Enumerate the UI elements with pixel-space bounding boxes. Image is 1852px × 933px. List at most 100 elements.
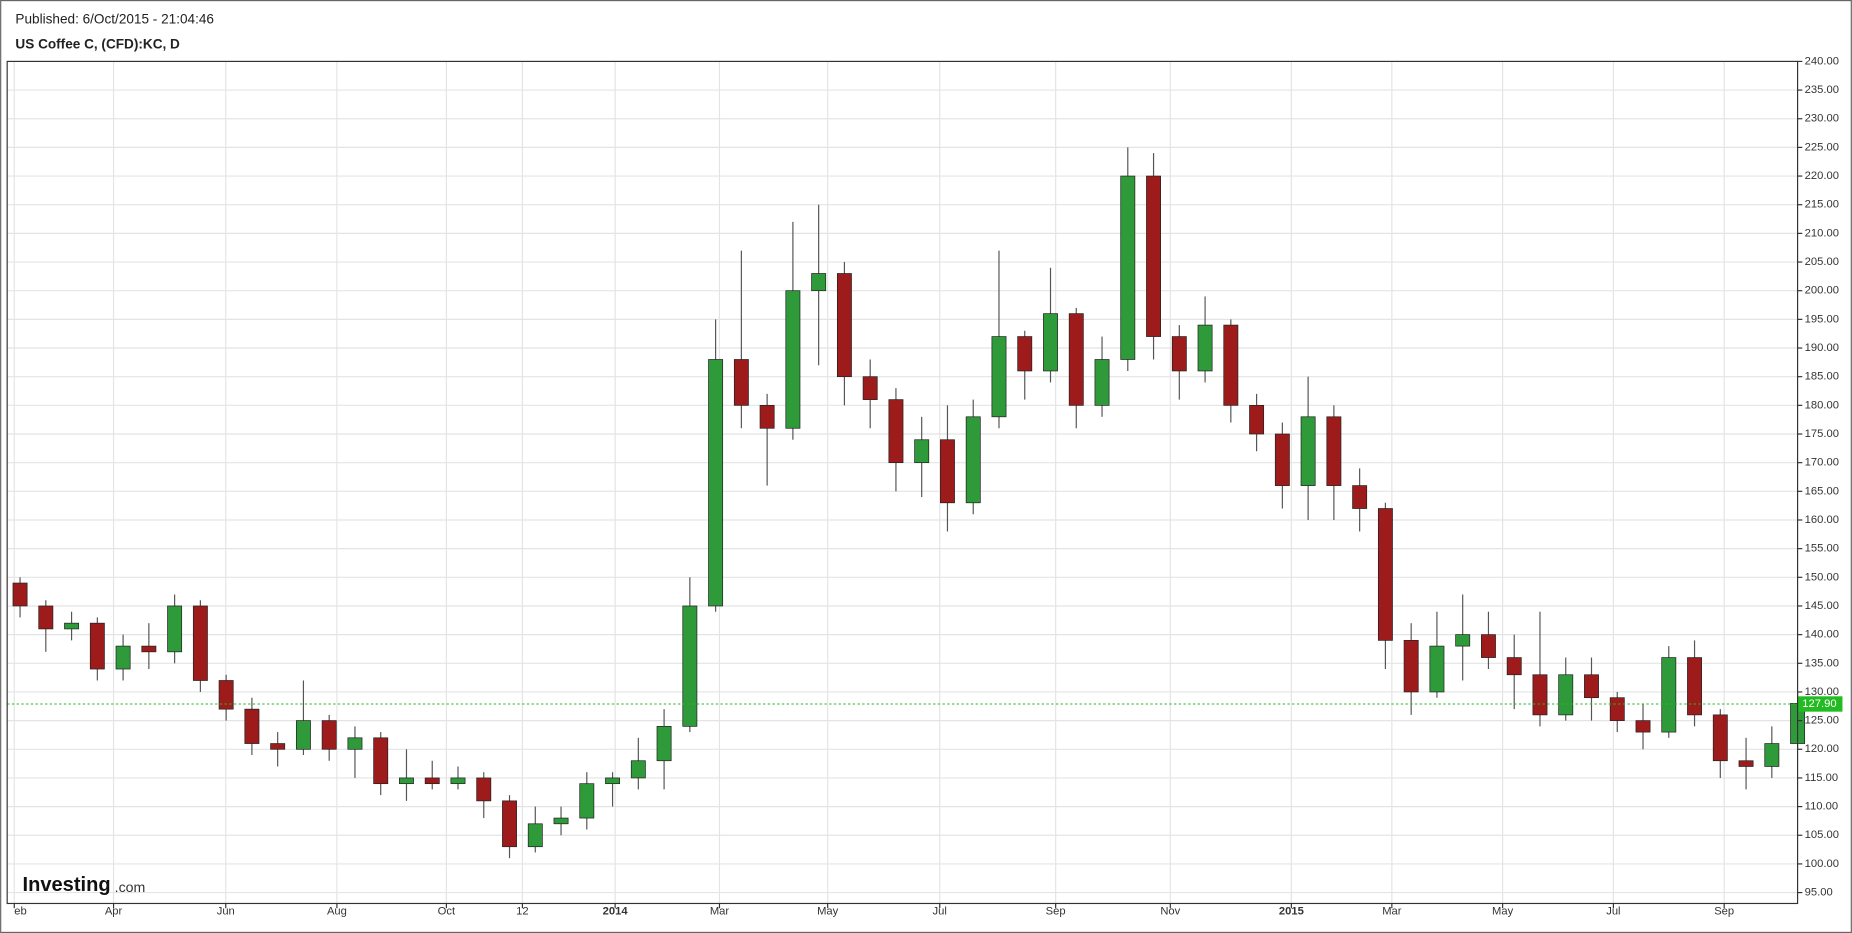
y-tick-label: 180.00	[1805, 399, 1839, 411]
candle-body	[914, 439, 930, 464]
candle-body	[270, 743, 286, 750]
candle-body	[811, 273, 827, 292]
y-tick-label: 205.00	[1805, 256, 1839, 268]
candle-body	[1558, 674, 1574, 716]
y-tick-label: 115.00	[1805, 772, 1838, 784]
candle-body	[1197, 324, 1213, 372]
candle-body	[733, 359, 749, 406]
candle-body	[1712, 714, 1728, 762]
candle-body	[64, 622, 80, 630]
candle-body	[579, 783, 595, 819]
y-tick-label: 190.00	[1805, 342, 1839, 354]
x-tick-label: Mar	[710, 906, 730, 918]
candle-body	[785, 290, 801, 429]
candle-body	[1481, 634, 1496, 658]
candle-body	[1326, 416, 1342, 486]
y-tick-label: 100.00	[1805, 858, 1839, 870]
candle-body	[424, 777, 440, 785]
x-tick-label: Jun	[217, 906, 235, 918]
y-tick-label: 230.00	[1805, 113, 1839, 125]
y-tick-label: 135.00	[1805, 657, 1839, 669]
candle-body	[244, 708, 260, 744]
candle-body	[399, 777, 414, 785]
y-tick-label: 210.00	[1805, 227, 1839, 239]
candle-body	[1146, 175, 1161, 337]
candle-body	[1094, 359, 1110, 406]
candle-body	[192, 605, 208, 681]
y-tick-label: 215.00	[1805, 199, 1839, 211]
candle-body	[553, 817, 569, 825]
x-tick-label: Apr	[105, 906, 123, 918]
candle-body	[295, 720, 311, 750]
y-tick-label: 130.00	[1805, 686, 1839, 698]
candle-body	[605, 777, 621, 785]
candle-body	[12, 582, 28, 607]
y-tick-label: 170.00	[1805, 457, 1839, 469]
x-tick-label: eb	[14, 906, 26, 918]
y-tick-label: 95.00	[1805, 887, 1833, 899]
last-price-box	[1797, 696, 1843, 712]
x-tick-label: Nov	[1160, 906, 1180, 918]
candle-body	[1249, 404, 1265, 435]
candle-body	[450, 777, 466, 785]
candle-body	[1661, 657, 1677, 733]
candle-body	[1352, 485, 1368, 509]
y-tick-label: 235.00	[1805, 84, 1839, 96]
candle-body	[656, 725, 672, 762]
candle-body	[1068, 313, 1084, 406]
x-tick-label: Oct	[438, 906, 456, 918]
candle-body	[1738, 760, 1754, 767]
logo-suffix: .com	[115, 880, 146, 896]
candle-body	[115, 645, 131, 670]
candle-body	[759, 404, 775, 429]
candle-body	[708, 359, 724, 607]
candle-body	[1274, 433, 1290, 486]
candle-body	[1403, 640, 1419, 693]
candle-body	[502, 800, 517, 848]
candle-body	[1171, 336, 1187, 372]
x-tick-label: 2014	[603, 906, 629, 918]
y-tick-label: 125.00	[1805, 715, 1839, 727]
candle-body	[1609, 697, 1625, 721]
candle-body	[630, 760, 646, 779]
candle-body	[991, 336, 1007, 418]
candle-body	[527, 823, 543, 848]
y-tick-label: 155.00	[1805, 543, 1839, 555]
y-tick-label: 110.00	[1805, 801, 1838, 813]
y-tick-label: 175.00	[1805, 428, 1839, 440]
candle-body	[141, 645, 157, 653]
candle-body	[1043, 313, 1058, 372]
grid	[7, 60, 1798, 904]
candle-body	[965, 416, 981, 504]
y-tick-label: 105.00	[1805, 829, 1839, 841]
candle-body	[218, 680, 234, 710]
plot-area	[7, 61, 1798, 904]
candle-body	[321, 720, 337, 750]
candle-body	[1455, 634, 1471, 647]
candle-body	[167, 605, 183, 653]
y-tick-label: 120.00	[1805, 743, 1839, 755]
published: Published: 6/Oct/2015 - 21:04:46	[15, 12, 214, 27]
candle-body	[89, 622, 105, 670]
candle-body	[1429, 645, 1445, 693]
candle-body	[1506, 657, 1522, 676]
candle-body	[373, 737, 389, 785]
y-tick-label: 145.00	[1805, 600, 1839, 612]
x-tick-label: Sep	[1046, 906, 1066, 918]
candle-body	[940, 439, 955, 504]
x-tick-label: May	[817, 906, 839, 918]
candle-body	[1764, 743, 1780, 767]
candle-body	[1687, 657, 1702, 716]
y-tick-label: 195.00	[1805, 313, 1839, 325]
x-tick-label: Sep	[1714, 906, 1734, 918]
candle-body	[862, 376, 878, 400]
candle-body	[836, 273, 852, 378]
y-tick-label: 200.00	[1805, 285, 1839, 297]
x-tick-label: Jul	[933, 906, 947, 918]
x-tick-label: May	[1492, 906, 1514, 918]
candle-body	[1017, 336, 1033, 372]
y-tick-label: 240.00	[1805, 55, 1839, 67]
x-tick-label: Jul	[1606, 906, 1620, 918]
